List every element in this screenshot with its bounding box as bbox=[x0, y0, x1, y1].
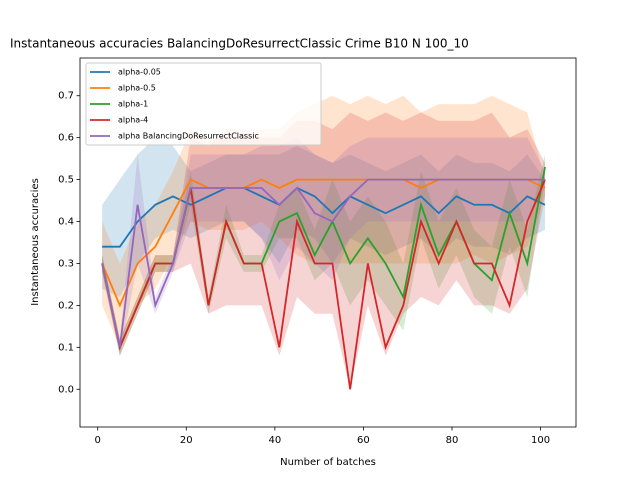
x-tick-label: 80 bbox=[446, 435, 459, 446]
band bbox=[102, 95, 546, 348]
band bbox=[102, 137, 546, 356]
series-line bbox=[102, 186, 546, 248]
legend-label: alpha-4 bbox=[118, 116, 148, 125]
y-tick-label: 0.6 bbox=[58, 133, 74, 144]
y-tick-label: 0.5 bbox=[58, 175, 74, 186]
x-axis-label: Number of batches bbox=[280, 457, 376, 468]
legend-frame bbox=[85, 62, 322, 146]
chart-title: Instantaneous accuracies BalancingDoResu… bbox=[10, 37, 469, 51]
series-line bbox=[101, 178, 545, 348]
axes-frame bbox=[79, 57, 577, 428]
legend: alpha-0.05 alpha-0.5 alpha-1 alpha-4 alpha B… bbox=[85, 62, 322, 146]
legend-label: alpha-1 bbox=[118, 100, 148, 109]
x-tick-label: 60 bbox=[357, 435, 370, 446]
x-tick-label: 0 bbox=[95, 435, 101, 446]
y-axis-label: Instantaneous accuracies bbox=[30, 178, 41, 306]
x-tick-label: 40 bbox=[268, 435, 281, 446]
band bbox=[102, 154, 546, 356]
x-tick-label: 100 bbox=[531, 435, 550, 446]
plot-area bbox=[101, 95, 546, 390]
y-tick-label: 0.0 bbox=[58, 384, 74, 395]
y-tick-label: 0.7 bbox=[58, 91, 74, 102]
legend-label: alpha-0.5 bbox=[118, 84, 156, 93]
legend-label: alpha-0.05 bbox=[118, 68, 161, 77]
y-tick-label: 0.2 bbox=[58, 300, 74, 311]
y-tick-label: 0.3 bbox=[58, 258, 74, 269]
y-tick-label: 0.1 bbox=[58, 342, 74, 353]
y-tick-label: 0.4 bbox=[58, 217, 74, 228]
legend-label: alpha BalancingDoResurrectClassic bbox=[118, 132, 259, 141]
x-tick-label: 20 bbox=[180, 435, 193, 446]
